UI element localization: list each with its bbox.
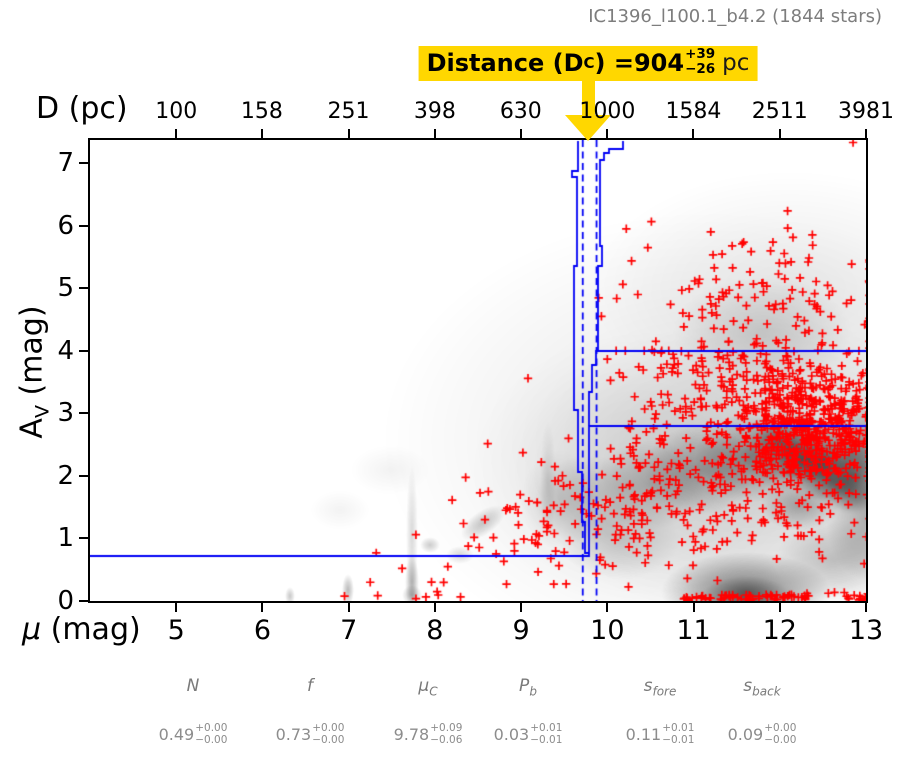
top-tick-label: 1584 xyxy=(665,99,722,124)
y-tick-label: 6 xyxy=(57,210,74,241)
distance-label-prefix: Distance (D xyxy=(426,49,584,78)
y-tick-label: 1 xyxy=(57,523,74,554)
param-value-sfore: 0.11 +0.01 −0.01 xyxy=(625,722,695,747)
y-tick-label: 0 xyxy=(57,586,74,616)
top-tick-label: 630 xyxy=(499,99,542,124)
y-tick-label: 3 xyxy=(57,398,74,429)
plot-canvas xyxy=(90,140,866,601)
x-tick-mark xyxy=(433,602,436,612)
x-tick-mark xyxy=(692,602,695,612)
top-tick-mark xyxy=(519,129,522,139)
distance-value: 904 xyxy=(633,49,685,78)
param-value-Pb: 0.03 +0.01 −0.01 xyxy=(493,722,563,747)
top-tick-label: 398 xyxy=(413,99,456,124)
x-tick-label: 9 xyxy=(512,615,530,646)
x-tick-label: 12 xyxy=(762,615,797,646)
x-tick-mark xyxy=(778,602,781,612)
top-tick-label: 100 xyxy=(155,99,198,124)
param-value-f: 0.73 +0.00 −0.00 xyxy=(275,722,345,747)
param-label-f: f xyxy=(307,676,313,696)
x-tick-label: 10 xyxy=(590,615,625,646)
distance-error-minus: −26 xyxy=(685,61,716,78)
top-tick-label: 3981 xyxy=(837,99,894,124)
x-tick-mark xyxy=(606,602,609,612)
distance-arrow-head-icon xyxy=(565,115,611,141)
distance-unit: pc xyxy=(722,50,750,77)
top-tick-label: 1000 xyxy=(579,99,636,124)
y-tick-mark xyxy=(79,162,89,165)
y-tick-mark xyxy=(79,349,89,352)
y-tick-label: 2 xyxy=(57,460,74,491)
top-tick-mark xyxy=(260,129,263,139)
top-tick-label: 158 xyxy=(240,99,283,124)
y-tick-label: 7 xyxy=(57,148,74,179)
x-tick-mark xyxy=(347,602,350,612)
top-tick-mark xyxy=(175,129,178,139)
y-tick-mark xyxy=(79,412,89,415)
top-tick-mark xyxy=(433,129,436,139)
param-label-sfore: sfore xyxy=(643,676,677,699)
y-tick-mark xyxy=(79,287,89,290)
param-label-sback: sback xyxy=(743,676,781,699)
y-tick-mark xyxy=(79,474,89,477)
param-value-μC: 9.78 +0.09 −0.06 xyxy=(393,722,463,747)
x-tick-mark xyxy=(865,602,867,612)
x-tick-label: 13 xyxy=(848,615,884,646)
x-tick-label: 11 xyxy=(676,615,711,646)
top-tick-mark xyxy=(864,129,867,139)
distance-error-plus: +39 xyxy=(685,46,716,62)
x-tick-label: 8 xyxy=(426,615,444,646)
chart-title: IC1396_l100.1_b4.2 (1844 stars) xyxy=(588,6,882,27)
x-tick-label: 5 xyxy=(167,615,185,646)
top-tick-mark xyxy=(778,129,781,139)
top-tick-mark xyxy=(692,129,695,139)
x-axis-title-symbol: μ xyxy=(22,612,42,647)
plot-area xyxy=(88,138,868,603)
distance-arrow-shaft xyxy=(582,78,595,117)
top-tick-label: 2511 xyxy=(751,99,808,124)
y-tick-mark xyxy=(79,537,89,540)
x-tick-mark xyxy=(261,602,264,612)
distance-label-sub: C xyxy=(583,54,595,73)
param-value-sback: 0.09 +0.00 −0.00 xyxy=(727,722,797,747)
top-axis-title: D (pc) xyxy=(36,91,128,126)
distance-label-equals: ) = xyxy=(594,49,634,78)
param-value-N: 0.49 +0.00 −0.00 xyxy=(158,722,228,747)
y-tick-mark xyxy=(79,600,89,602)
top-tick-mark xyxy=(347,129,350,139)
top-tick-label: 251 xyxy=(327,99,370,124)
y-tick-mark xyxy=(79,224,89,227)
y-tick-label: 4 xyxy=(57,335,74,366)
distance-annotation-box: Distance (D C) = 904 +39 −26 pc xyxy=(418,46,758,82)
x-tick-label: 7 xyxy=(340,615,358,646)
x-tick-mark xyxy=(520,602,523,612)
param-label-N: N xyxy=(186,676,200,696)
x-axis-title-unit: (mag) xyxy=(41,612,141,647)
x-tick-label: 6 xyxy=(253,615,272,646)
param-label-μC: μC xyxy=(418,676,438,699)
x-tick-mark xyxy=(175,602,178,612)
x-axis-title: μ (mag) xyxy=(22,612,141,647)
param-label-Pb: Pb xyxy=(519,676,537,699)
distance-errors: +39 −26 xyxy=(685,46,716,78)
y-tick-label: 5 xyxy=(57,273,74,304)
